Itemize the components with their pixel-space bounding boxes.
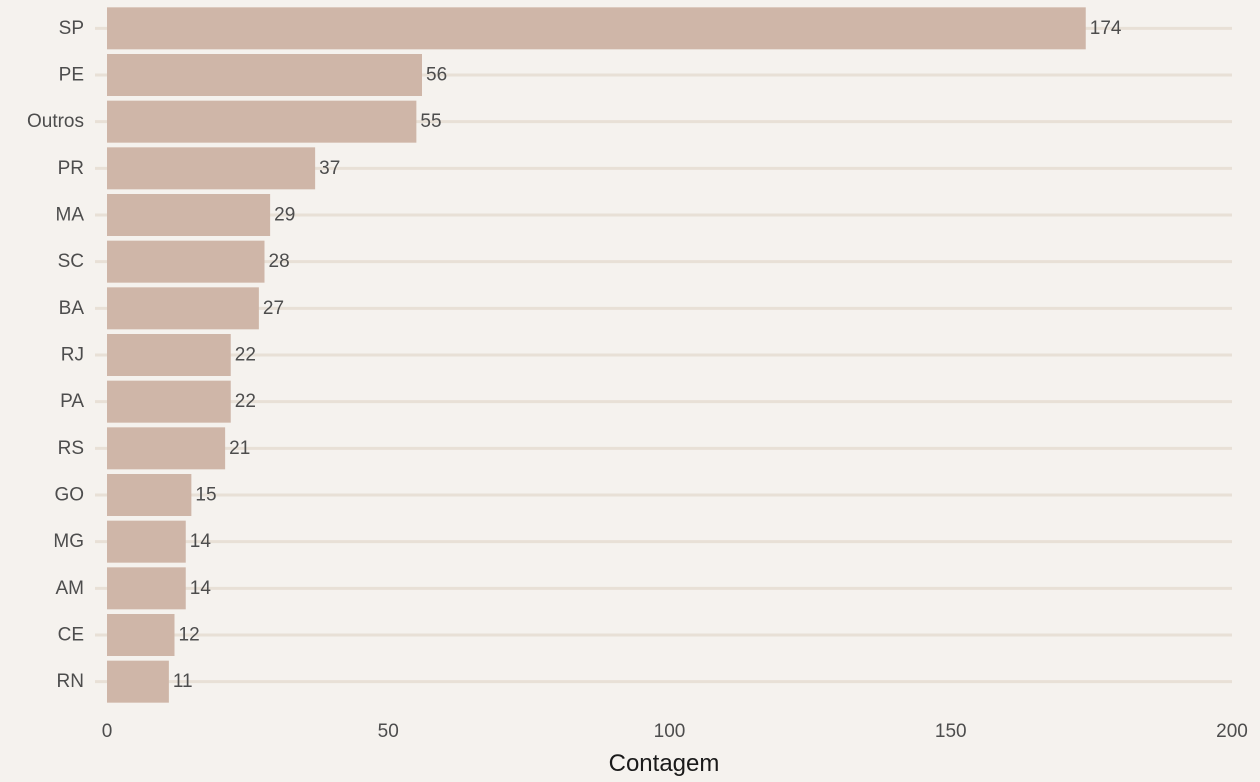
value-label: 27 [263,298,284,319]
bar-pr [107,147,316,190]
category-label: CE [58,625,84,646]
bar-rs [107,427,226,470]
x-axis-title: Contagem [609,750,720,777]
category-label: MG [53,531,84,552]
category-label: BA [59,298,85,319]
bar-ma [107,194,271,236]
bar-outros [107,100,417,143]
bar-sp [107,7,1086,50]
bar-pe [107,54,422,96]
bar-mg [107,520,186,563]
bar-go [107,474,192,516]
category-label: PR [58,158,84,179]
bar-pa [107,380,231,423]
bar-rn [107,660,169,703]
category-label: RS [58,438,84,459]
category-label: MA [56,205,85,226]
category-label: PE [59,65,84,86]
value-label: 11 [173,671,193,692]
category-label: AM [56,578,85,599]
x-tick-labels: 0 50 100 150 200 [102,721,1248,742]
x-tick-label: 200 [1216,721,1248,742]
value-label: 22 [235,391,256,412]
value-label: 21 [229,438,250,459]
x-tick-label: 100 [654,721,686,742]
category-label: Outros [27,111,84,132]
value-label: 29 [274,205,295,226]
value-labels: 174 56 55 37 29 28 27 22 22 21 15 14 14 12 11 [173,18,1122,692]
bar-ba [107,287,259,330]
x-tick-label: 50 [378,721,399,742]
bar-am [107,567,186,610]
value-label: 37 [319,158,340,179]
value-label: 174 [1090,18,1122,39]
value-label: 12 [179,625,200,646]
category-label: SP [59,18,84,39]
value-label: 22 [235,345,256,366]
value-label: 14 [190,531,212,552]
category-labels: SP PE Outros PR MA SC BA RJ PA RS GO MG AM CE RN [27,18,84,692]
bars [107,7,1086,703]
value-label: 15 [195,485,216,506]
bar-sc [107,240,265,283]
category-label: SC [58,251,84,272]
category-label: GO [54,485,84,506]
x-tick-label: 0 [102,721,113,742]
value-label: 28 [269,251,290,272]
value-label: 56 [426,65,447,86]
category-label: PA [60,391,84,412]
bar-rj [107,334,231,376]
category-label: RJ [61,345,84,366]
gridlines [95,26,1232,684]
category-label: RN [57,671,84,692]
value-label: 14 [190,578,212,599]
x-tick-label: 150 [935,721,967,742]
bar-ce [107,614,175,656]
value-label: 55 [420,111,441,132]
